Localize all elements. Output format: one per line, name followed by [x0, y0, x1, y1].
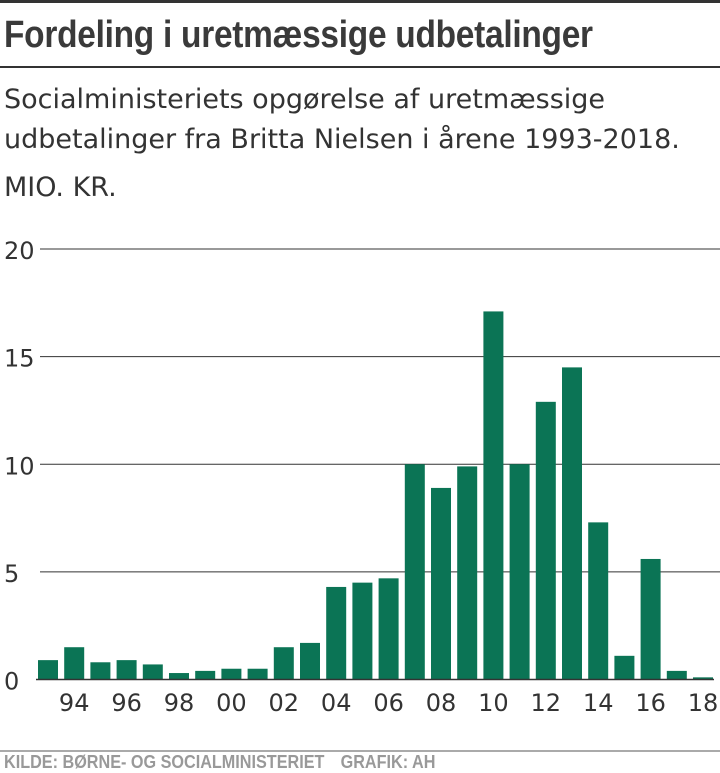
bar-1993: [38, 660, 58, 680]
x-tick-label: 06: [373, 689, 404, 717]
bar-2008: [431, 487, 451, 680]
x-tick-label: 16: [635, 689, 666, 717]
bar-2010: [483, 311, 504, 680]
bar-2015: [614, 655, 635, 680]
footer: KILDE: BØRNE- OG SOCIALMINISTERIET GRAFIK…: [4, 752, 452, 773]
bar-2011: [509, 464, 530, 680]
bar-2005: [352, 582, 373, 680]
x-tick-label: 02: [269, 689, 300, 717]
title-rule: [0, 66, 720, 68]
bar-2007: [404, 464, 425, 680]
credit-label: GRAFIK: AH: [340, 752, 436, 772]
x-tick-label: 00: [216, 689, 247, 717]
bar-1996: [116, 660, 137, 680]
bar-2003: [300, 642, 320, 680]
bar-1995: [90, 662, 111, 680]
x-tick-label: 12: [531, 689, 562, 717]
bar-2000: [221, 668, 242, 680]
x-tick-label: 96: [111, 689, 142, 717]
x-tick-label: 04: [321, 689, 352, 717]
bar-2012: [535, 401, 556, 680]
y-tick-label: 20: [4, 237, 35, 265]
bar-2002: [273, 647, 294, 680]
bar-2014: [588, 522, 609, 680]
y-axis-unit: MIO. KR.: [4, 172, 117, 203]
x-tick-label: 18: [688, 689, 719, 717]
bar-2004: [326, 586, 347, 680]
chart-title: Fordeling i uretmæssige udbetalinger: [4, 14, 593, 56]
top-rule: [0, 0, 720, 3]
bar-2016: [640, 558, 661, 680]
x-tick-label: 14: [583, 689, 614, 717]
y-tick-label: 0: [4, 668, 19, 696]
bar-1994: [64, 647, 85, 680]
bar-2001: [247, 668, 268, 680]
chart-subtitle: Socialministeriets opgørelse af uretmæss…: [4, 84, 680, 155]
x-tick-label: 98: [164, 689, 195, 717]
bar-2018: [693, 677, 713, 680]
bar-1998: [169, 673, 189, 680]
bar-chart: 0 5 10 15 20 94 96 98 00 02 04 06 08 10 12 14 16 18: [4, 237, 720, 717]
bar-1999: [195, 670, 216, 680]
bar-1997: [142, 664, 163, 680]
y-tick-label: 15: [4, 345, 35, 373]
x-tick-label: 10: [478, 689, 509, 717]
bar-2009: [457, 466, 478, 680]
source-label: KILDE: BØRNE- OG SOCIALMINISTERIET: [4, 752, 325, 772]
y-tick-label: 5: [4, 560, 19, 588]
bar-2017: [666, 670, 687, 680]
x-tick-label: 94: [59, 689, 90, 717]
y-tick-label: 10: [4, 452, 35, 480]
x-tick-label: 08: [426, 689, 457, 717]
footer-rule: [0, 750, 720, 752]
bar-2013: [562, 367, 582, 680]
bar-2006: [378, 578, 399, 680]
